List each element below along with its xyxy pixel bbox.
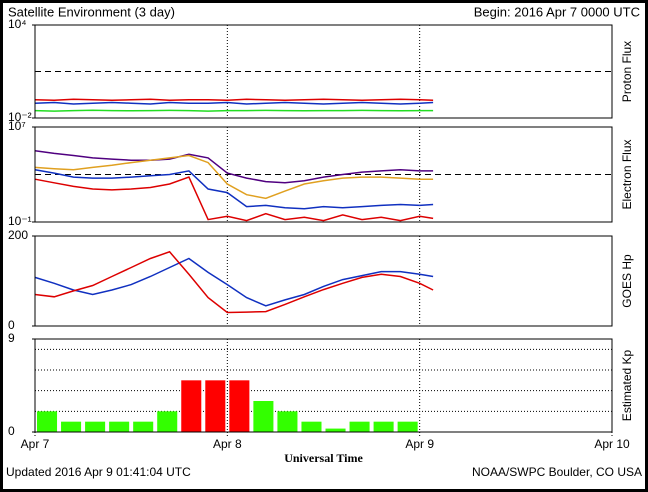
updated: Updated 2016 Apr 9 01:41:04 UTC	[6, 465, 191, 479]
bar	[253, 401, 274, 432]
bar	[133, 421, 154, 432]
y-tick-label: 10⁻²	[8, 110, 32, 124]
begin-time: Begin: 2016 Apr 7 0000 UTC	[474, 4, 640, 19]
background	[3, 3, 645, 489]
bar	[109, 421, 130, 432]
y-tick-label: 10⁷	[8, 119, 26, 133]
bar	[157, 411, 178, 432]
series-line	[34, 154, 434, 200]
x-tick-label: Apr 7	[21, 437, 50, 451]
x-tick-label: Apr 10	[594, 437, 630, 451]
bar	[181, 380, 202, 432]
y-tick-label: 10⁴	[8, 17, 27, 31]
panel-frame	[34, 126, 613, 223]
y-axis-label: Estimated Kp	[620, 349, 634, 421]
bar	[373, 421, 394, 432]
series-line	[34, 169, 434, 210]
bar	[301, 421, 322, 432]
series-line	[34, 250, 434, 314]
panel-frame	[34, 24, 613, 119]
series-line	[34, 101, 434, 105]
panel-frame	[34, 235, 613, 327]
y-tick-label: 0	[8, 424, 15, 438]
y-axis-label: GOES Hp	[620, 254, 634, 308]
bar	[229, 380, 250, 432]
bar	[397, 421, 418, 432]
y-axis-label: Proton Flux	[620, 41, 634, 102]
bar	[61, 421, 82, 432]
bar	[85, 421, 106, 432]
panel-frame	[34, 338, 613, 433]
bar	[349, 421, 370, 432]
y-tick-label: 200	[8, 228, 28, 242]
series-line	[34, 257, 434, 307]
series-line	[34, 150, 434, 184]
source: NOAA/SWPC Boulder, CO USA	[472, 465, 642, 479]
y-tick-label: 0	[8, 318, 15, 332]
bar	[37, 411, 58, 432]
title: Satellite Environment (3 day)	[8, 4, 175, 19]
series-line	[34, 98, 434, 101]
x-tick-label: Apr 9	[405, 437, 434, 451]
series-line	[34, 176, 434, 222]
y-tick-label: 9	[8, 331, 15, 345]
x-axis-label: Universal Time	[284, 451, 363, 465]
y-tick-label: 10⁻¹	[8, 214, 32, 228]
bar	[325, 428, 346, 432]
y-axis-label: Electron Flux	[620, 139, 634, 209]
bar	[277, 411, 298, 432]
x-tick-label: Apr 8	[213, 437, 242, 451]
series-line	[34, 109, 434, 112]
bar	[205, 380, 226, 432]
